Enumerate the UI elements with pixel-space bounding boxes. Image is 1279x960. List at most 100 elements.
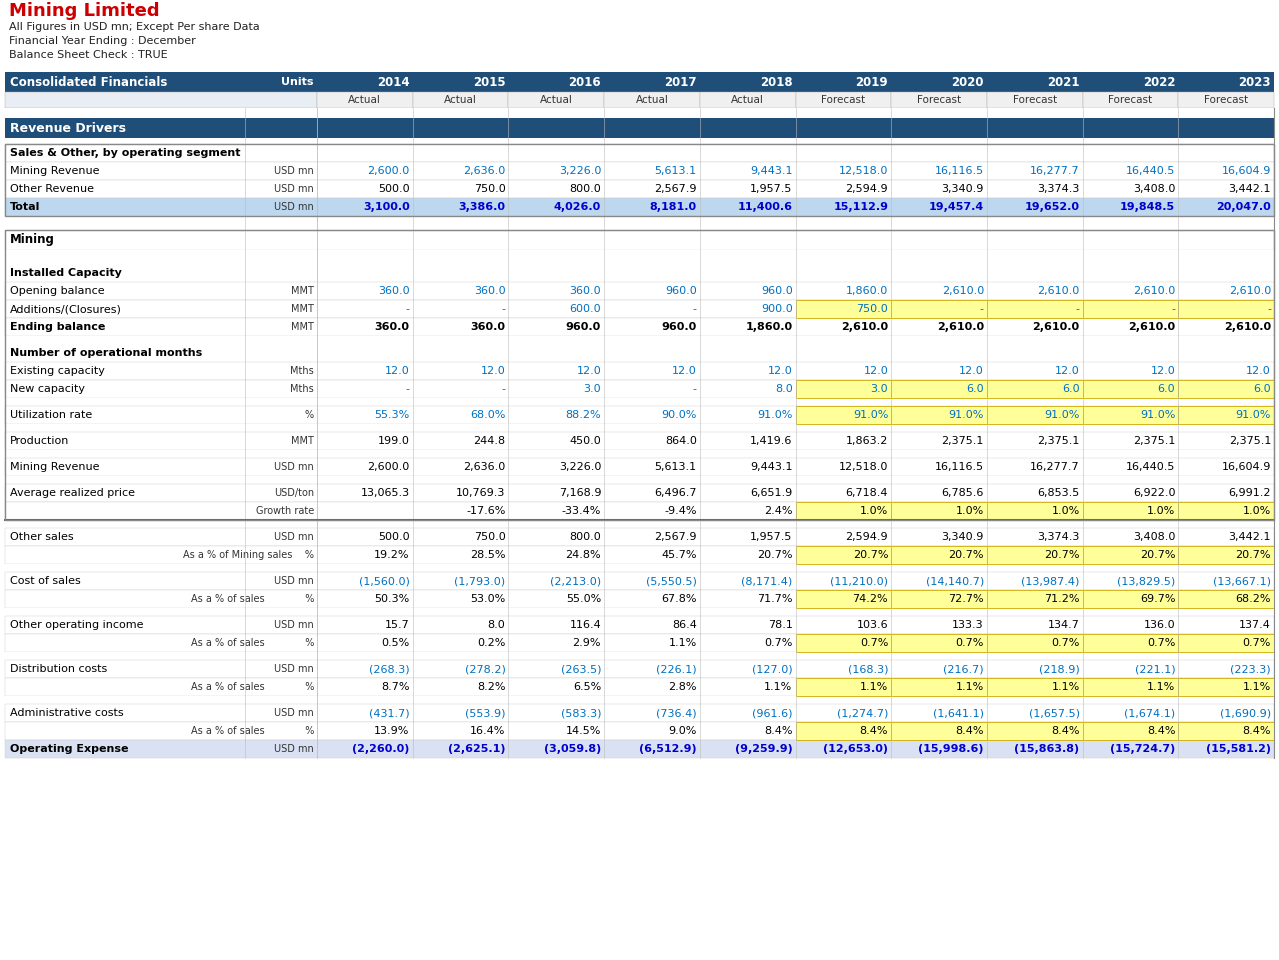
Text: 2,375.1: 2,375.1	[1229, 436, 1271, 446]
Text: (2,260.0): (2,260.0)	[352, 744, 409, 754]
Bar	[5, 398, 1274, 406]
Bar	[5, 608, 1274, 616]
Bar	[1178, 546, 1274, 564]
Text: 1,863.2: 1,863.2	[845, 436, 888, 446]
Text: Other sales: Other sales	[10, 532, 74, 542]
Text: 8.7%: 8.7%	[381, 682, 409, 692]
Text: (216.7): (216.7)	[944, 664, 984, 674]
Text: 2,610.0: 2,610.0	[1133, 286, 1175, 296]
Text: Actual: Actual	[636, 95, 669, 105]
Bar	[987, 502, 1082, 520]
Text: -: -	[693, 304, 697, 314]
Text: (226.1): (226.1)	[656, 664, 697, 674]
Text: 1.1%: 1.1%	[1147, 682, 1175, 692]
Text: Consolidated Financials: Consolidated Financials	[10, 76, 168, 88]
Text: 0.7%: 0.7%	[764, 638, 793, 648]
Text: 244.8: 244.8	[473, 436, 505, 446]
Text: 2,610.0: 2,610.0	[1128, 322, 1175, 332]
Text: (2,625.1): (2,625.1)	[448, 744, 505, 754]
Bar	[1082, 722, 1178, 740]
Text: Forecast: Forecast	[1109, 95, 1152, 105]
Text: 134.7: 134.7	[1048, 620, 1079, 630]
Text: 2,375.1: 2,375.1	[941, 436, 984, 446]
Text: 1,419.6: 1,419.6	[749, 436, 793, 446]
Text: 19,652.0: 19,652.0	[1024, 202, 1079, 212]
Text: Actual: Actual	[732, 95, 764, 105]
Text: 2,567.9: 2,567.9	[655, 184, 697, 194]
Text: 6,651.9: 6,651.9	[751, 488, 793, 498]
Text: 12.0: 12.0	[671, 366, 697, 376]
Text: (5,550.5): (5,550.5)	[646, 576, 697, 586]
Text: 6.0: 6.0	[1157, 384, 1175, 394]
Bar	[1178, 722, 1274, 740]
Text: 500.0: 500.0	[379, 532, 409, 542]
Bar	[5, 282, 1274, 300]
Text: 1.1%: 1.1%	[1051, 682, 1079, 692]
Text: 16,604.9: 16,604.9	[1221, 166, 1271, 176]
Bar	[987, 300, 1082, 318]
Text: As a % of sales             %: As a % of sales %	[191, 638, 315, 648]
Text: 8.4%: 8.4%	[955, 726, 984, 736]
Text: 6,785.6: 6,785.6	[941, 488, 984, 498]
Text: 0.2%: 0.2%	[477, 638, 505, 648]
Text: 2,610.0: 2,610.0	[1224, 322, 1271, 332]
Text: 0.7%: 0.7%	[859, 638, 888, 648]
Text: (6,512.9): (6,512.9)	[640, 744, 697, 754]
Text: 55.3%: 55.3%	[375, 410, 409, 420]
Text: 6.0: 6.0	[966, 384, 984, 394]
Text: 0.5%: 0.5%	[381, 638, 409, 648]
Text: (12,653.0): (12,653.0)	[824, 744, 888, 754]
Text: -: -	[693, 384, 697, 394]
Text: 9.0%: 9.0%	[669, 726, 697, 736]
Text: 16,277.7: 16,277.7	[1030, 462, 1079, 472]
Text: -33.4%: -33.4%	[561, 506, 601, 516]
Text: 360.0: 360.0	[379, 286, 409, 296]
Text: Total: Total	[10, 202, 41, 212]
Text: Revenue Drivers: Revenue Drivers	[10, 122, 127, 134]
Bar	[796, 678, 891, 696]
Text: 91.0%: 91.0%	[853, 410, 888, 420]
Text: 0.7%: 0.7%	[955, 638, 984, 648]
Text: 6.0: 6.0	[1253, 384, 1271, 394]
Bar	[5, 458, 1274, 476]
Text: 136.0: 136.0	[1143, 620, 1175, 630]
Bar	[5, 180, 1274, 198]
Text: (2,213.0): (2,213.0)	[550, 576, 601, 586]
Bar	[987, 406, 1082, 424]
Text: Mths: Mths	[290, 384, 315, 394]
Text: %: %	[304, 410, 315, 420]
Text: 16,604.9: 16,604.9	[1221, 462, 1271, 472]
Bar	[5, 616, 1274, 634]
Text: 1.0%: 1.0%	[955, 506, 984, 516]
Bar	[5, 546, 1274, 564]
Text: USD/ton: USD/ton	[274, 488, 315, 498]
Bar	[891, 722, 987, 740]
Text: USD mn: USD mn	[274, 166, 315, 176]
Text: USD mn: USD mn	[274, 708, 315, 718]
Bar	[413, 92, 508, 108]
Text: 20.7%: 20.7%	[1236, 550, 1271, 560]
Bar	[987, 546, 1082, 564]
Text: 12,518.0: 12,518.0	[839, 166, 888, 176]
Text: All Figures in USD mn; Except Per share Data: All Figures in USD mn; Except Per share …	[9, 22, 260, 32]
Bar	[5, 380, 1274, 398]
Text: -: -	[405, 304, 409, 314]
Text: 360.0: 360.0	[569, 286, 601, 296]
Text: 3,442.1: 3,442.1	[1229, 532, 1271, 542]
Text: 2014: 2014	[377, 76, 409, 88]
Bar	[5, 336, 1274, 344]
Text: Distribution costs: Distribution costs	[10, 664, 107, 674]
Bar	[5, 406, 1274, 424]
Text: 4,026.0: 4,026.0	[554, 202, 601, 212]
Text: 500.0: 500.0	[379, 184, 409, 194]
Text: 90.0%: 90.0%	[661, 410, 697, 420]
Text: 55.0%: 55.0%	[565, 594, 601, 604]
Bar	[1082, 678, 1178, 696]
Text: 199.0: 199.0	[377, 436, 409, 446]
Bar	[0, 0, 1279, 72]
Text: Mining: Mining	[10, 233, 55, 247]
Bar	[891, 546, 987, 564]
Text: USD mn: USD mn	[274, 184, 315, 194]
Bar	[5, 520, 1274, 528]
Text: 1.0%: 1.0%	[859, 506, 888, 516]
